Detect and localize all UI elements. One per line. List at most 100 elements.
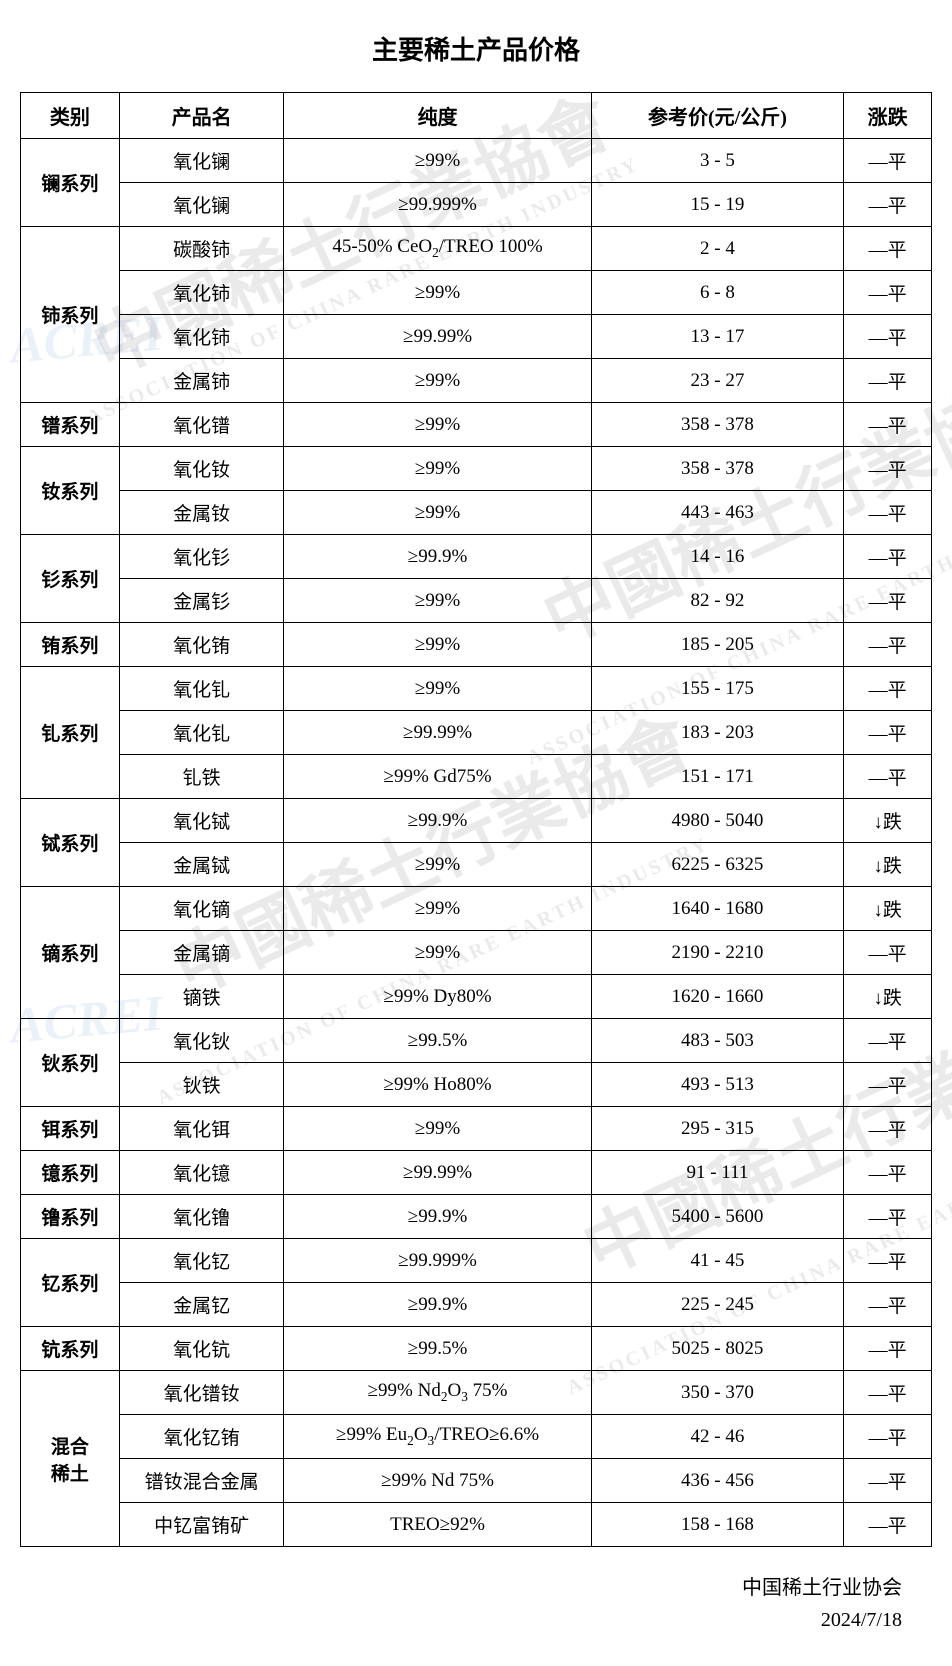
- category-cell: 钆系列: [21, 667, 120, 799]
- table-body: 镧系列氧化镧≥99%3 - 5—平氧化镧≥99.999%15 - 19—平铈系列…: [21, 139, 932, 1547]
- category-cell: 铒系列: [21, 1107, 120, 1151]
- table-row: 钇系列氧化钇≥99.999%41 - 45—平: [21, 1239, 932, 1283]
- product-cell: 氧化铈: [119, 271, 284, 315]
- table-row: 铈系列碳酸铈45-50% CeO2/TREO 100%2 - 4—平: [21, 227, 932, 271]
- product-cell: 金属铽: [119, 843, 284, 887]
- trend-cell: —平: [844, 183, 932, 227]
- table-row: 镥系列氧化镥≥99.9%5400 - 5600—平: [21, 1195, 932, 1239]
- header-trend: 涨跌: [844, 93, 932, 139]
- trend-cell: —平: [844, 1415, 932, 1459]
- table-row: 金属钕≥99%443 - 463—平: [21, 491, 932, 535]
- header-product: 产品名: [119, 93, 284, 139]
- product-cell: 氧化铕: [119, 623, 284, 667]
- price-cell: 6225 - 6325: [591, 843, 843, 887]
- price-cell: 42 - 46: [591, 1415, 843, 1459]
- trend-cell: —平: [844, 403, 932, 447]
- footer-date: 2024/7/18: [20, 1604, 902, 1636]
- footer: 中国稀土行业协会 2024/7/18: [20, 1572, 902, 1636]
- product-cell: 金属镝: [119, 931, 284, 975]
- product-cell: 钬铁: [119, 1063, 284, 1107]
- trend-cell: —平: [844, 667, 932, 711]
- product-cell: 氧化钪: [119, 1327, 284, 1371]
- table-row: 镝铁≥99% Dy80%1620 - 1660↓跌: [21, 975, 932, 1019]
- table-row: 铽系列氧化铽≥99.9%4980 - 5040↓跌: [21, 799, 932, 843]
- price-cell: 151 - 171: [591, 755, 843, 799]
- trend-cell: —平: [844, 1239, 932, 1283]
- category-cell: 混合稀土: [21, 1371, 120, 1547]
- purity-cell: ≥99%: [284, 403, 591, 447]
- footer-org: 中国稀土行业协会: [20, 1572, 902, 1604]
- price-cell: 2190 - 2210: [591, 931, 843, 975]
- price-cell: 493 - 513: [591, 1063, 843, 1107]
- table-row: 金属镝≥99%2190 - 2210—平: [21, 931, 932, 975]
- trend-cell: —平: [844, 227, 932, 271]
- product-cell: 氧化钇铕: [119, 1415, 284, 1459]
- price-cell: 3 - 5: [591, 139, 843, 183]
- price-cell: 185 - 205: [591, 623, 843, 667]
- category-cell: 镥系列: [21, 1195, 120, 1239]
- trend-cell: —平: [844, 491, 932, 535]
- table-row: 钆系列氧化钆≥99%155 - 175—平: [21, 667, 932, 711]
- trend-cell: —平: [844, 711, 932, 755]
- trend-cell: ↓跌: [844, 843, 932, 887]
- price-cell: 295 - 315: [591, 1107, 843, 1151]
- category-cell: 钬系列: [21, 1019, 120, 1107]
- table-row: 氧化铈≥99.99%13 - 17—平: [21, 315, 932, 359]
- product-cell: 氧化钐: [119, 535, 284, 579]
- purity-cell: ≥99%: [284, 1107, 591, 1151]
- price-cell: 82 - 92: [591, 579, 843, 623]
- price-cell: 350 - 370: [591, 1371, 843, 1415]
- trend-cell: —平: [844, 931, 932, 975]
- table-row: 钕系列氧化钕≥99%358 - 378—平: [21, 447, 932, 491]
- price-cell: 483 - 503: [591, 1019, 843, 1063]
- price-cell: 5025 - 8025: [591, 1327, 843, 1371]
- trend-cell: —平: [844, 1151, 932, 1195]
- product-cell: 氧化镧: [119, 139, 284, 183]
- category-cell: 镧系列: [21, 139, 120, 227]
- product-cell: 氧化钬: [119, 1019, 284, 1063]
- purity-cell: ≥99.99%: [284, 1151, 591, 1195]
- table-row: 氧化钆≥99.99%183 - 203—平: [21, 711, 932, 755]
- product-cell: 氧化镱: [119, 1151, 284, 1195]
- product-cell: 氧化钕: [119, 447, 284, 491]
- product-cell: 氧化镥: [119, 1195, 284, 1239]
- category-cell: 钪系列: [21, 1327, 120, 1371]
- price-cell: 4980 - 5040: [591, 799, 843, 843]
- category-cell: 钕系列: [21, 447, 120, 535]
- trend-cell: —平: [844, 535, 932, 579]
- trend-cell: —平: [844, 315, 932, 359]
- purity-cell: ≥99%: [284, 271, 591, 315]
- table-row: 钆铁≥99% Gd75%151 - 171—平: [21, 755, 932, 799]
- product-cell: 金属钐: [119, 579, 284, 623]
- price-cell: 23 - 27: [591, 359, 843, 403]
- table-row: 金属铈≥99%23 - 27—平: [21, 359, 932, 403]
- table-row: 氧化镧≥99.999%15 - 19—平: [21, 183, 932, 227]
- purity-cell: ≥99.9%: [284, 535, 591, 579]
- table-row: 金属钇≥99.9%225 - 245—平: [21, 1283, 932, 1327]
- table-row: 钐系列氧化钐≥99.9%14 - 16—平: [21, 535, 932, 579]
- table-row: 金属铽≥99%6225 - 6325↓跌: [21, 843, 932, 887]
- price-cell: 443 - 463: [591, 491, 843, 535]
- purity-cell: ≥99% Nd 75%: [284, 1459, 591, 1503]
- purity-cell: ≥99.9%: [284, 1283, 591, 1327]
- purity-cell: ≥99%: [284, 579, 591, 623]
- trend-cell: —平: [844, 447, 932, 491]
- price-cell: 1620 - 1660: [591, 975, 843, 1019]
- price-cell: 91 - 111: [591, 1151, 843, 1195]
- table-row: 中钇富铕矿TREO≥92%158 - 168—平: [21, 1503, 932, 1547]
- product-cell: 氧化镨钕: [119, 1371, 284, 1415]
- purity-cell: ≥99%: [284, 667, 591, 711]
- purity-cell: ≥99% Gd75%: [284, 755, 591, 799]
- trend-cell: —平: [844, 139, 932, 183]
- trend-cell: —平: [844, 1019, 932, 1063]
- product-cell: 氧化钆: [119, 667, 284, 711]
- table-row: 氧化钇铕≥99% Eu2O3/TREO≥6.6%42 - 46—平: [21, 1415, 932, 1459]
- category-cell: 铈系列: [21, 227, 120, 403]
- table-row: 镱系列氧化镱≥99.99%91 - 111—平: [21, 1151, 932, 1195]
- product-cell: 镨钕混合金属: [119, 1459, 284, 1503]
- header-purity: 纯度: [284, 93, 591, 139]
- table-row: 钪系列氧化钪≥99.5%5025 - 8025—平: [21, 1327, 932, 1371]
- trend-cell: —平: [844, 359, 932, 403]
- purity-cell: TREO≥92%: [284, 1503, 591, 1547]
- trend-cell: ↓跌: [844, 975, 932, 1019]
